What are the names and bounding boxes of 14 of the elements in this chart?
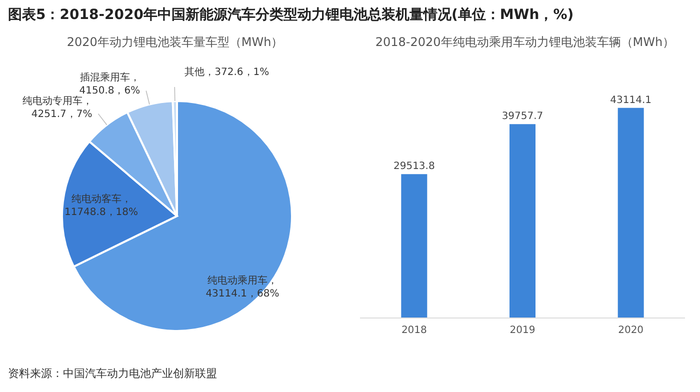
x-tick-label: 2020 — [618, 325, 644, 336]
x-tick-label: 2018 — [401, 325, 427, 336]
chart-title: 图表5：2018-2020年中国新能源汽车分类型动力锂电池总装机量情况(单位：MWh，%) — [8, 6, 574, 24]
slice-label: 纯电动专用车， 4251.7，7% — [22, 94, 92, 120]
chart-title: 2018-2020年纯电动乘用车动力锂电池装车辆（MWh） — [374, 34, 676, 51]
data-label: 43114.1 — [610, 94, 652, 106]
data-label: 29513.8 — [393, 161, 435, 172]
slice-label: 纯电动客车， 11748.8，18% — [64, 193, 138, 218]
x-tick-label: 2019 — [510, 325, 536, 336]
slice-label: 插混乘用车， 4150.8，6% — [79, 72, 140, 97]
text: 资料来源：中国汽车动力电池产业创新联盟 — [8, 366, 217, 381]
data-label: 39757.7 — [502, 111, 544, 122]
slice-label: 其他，372.6，1% — [184, 66, 270, 78]
chart-subtitle: 2020年动力锂电池装车量车型（MWh） — [66, 34, 284, 51]
